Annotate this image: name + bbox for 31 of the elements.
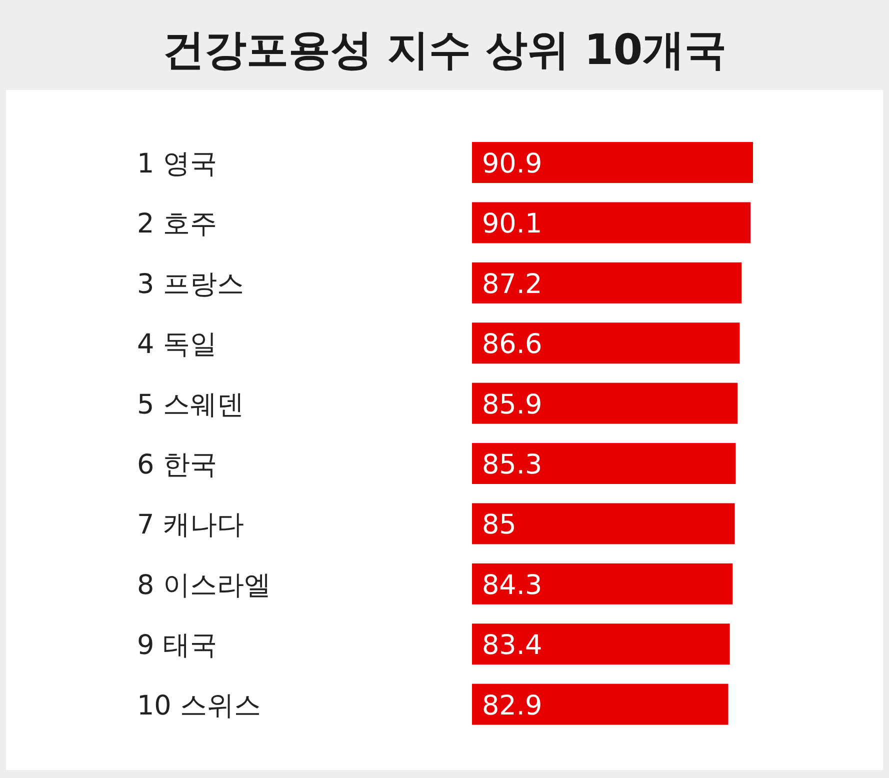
y-tick-label: 7 캐나다 (137, 510, 244, 541)
y-tick-label: 2 호주 (137, 208, 217, 240)
y-tick-label: 1 영국 (137, 148, 217, 180)
y-tick-label: 10 스위스 (137, 690, 261, 722)
data-label: 87.2 (482, 268, 542, 300)
data-label: 90.9 (482, 148, 542, 180)
data-label: 85.3 (482, 450, 542, 480)
y-tick-label: 3 프랑스 (137, 268, 244, 300)
y-tick-label: 4 독일 (137, 329, 217, 360)
data-label: 90.1 (482, 208, 542, 240)
y-tick-label: 5 스웨덴 (137, 389, 244, 420)
y-tick-label: 8 이스라엘 (137, 570, 271, 601)
chart-title: 건강포용성 지수 상위 10개국 (162, 25, 727, 74)
bar (472, 624, 730, 665)
bar (472, 443, 736, 484)
bar (472, 202, 751, 244)
bar (472, 262, 742, 304)
bar (472, 563, 733, 604)
data-label: 85.9 (482, 389, 542, 420)
data-label: 84.3 (482, 570, 542, 601)
bar (472, 322, 740, 364)
y-tick-label: 6 한국 (137, 450, 217, 480)
data-label: 86.6 (482, 329, 542, 360)
bar (472, 142, 753, 183)
y-tick-label: 9 태국 (137, 630, 217, 662)
data-label: 85 (482, 510, 516, 541)
bar (472, 503, 735, 544)
data-label: 82.9 (482, 690, 542, 722)
bar (472, 382, 738, 424)
data-label: 83.4 (482, 630, 542, 662)
bar (472, 684, 728, 725)
